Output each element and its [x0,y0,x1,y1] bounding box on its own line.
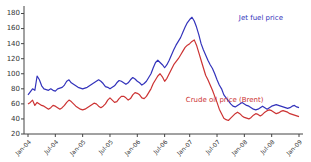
x-axis [24,134,303,135]
y-tick [21,134,24,135]
y-tick-label: 60 [11,100,20,108]
x-tick-label: Jul-08 [258,138,277,157]
y-tick-label: 80 [11,85,20,93]
x-tick-label: Jul-07 [203,138,222,157]
x-tick-label: Jan-08 [229,138,249,158]
line-series [28,17,299,110]
plot-area [28,17,299,120]
y-tick-label: 120 [7,55,20,63]
y-tick-label: 140 [7,40,20,48]
x-tick [109,134,110,137]
series-label: Crude oil price (Brent) [186,96,264,104]
x-tick-label: Jul-04 [42,138,61,157]
y-tick-label: 20 [11,130,20,138]
x-tick [244,134,245,137]
x-tick-label: Jan-05 [68,138,88,158]
y-tick-label: 180 [7,9,20,17]
y-tick [21,58,24,59]
x-tick [28,134,29,137]
x-tick [137,134,138,137]
x-tick-label: Jan-09 [284,138,304,158]
y-tick [21,118,24,119]
x-tick [299,134,300,137]
x-tick [55,134,56,137]
x-tick-label: Jan-06 [122,138,142,158]
x-tick-label: Jul-05 [96,138,115,157]
x-tick-label: Jan-04 [13,138,33,158]
y-tick-label: 160 [7,24,20,32]
x-tick-label: Jul-06 [151,138,170,157]
line-series [28,40,299,121]
y-tick [21,28,24,29]
series-label: Jet fuel price [238,14,283,22]
y-axis [24,6,25,134]
x-tick-label: Jan-07 [175,138,195,158]
x-tick [271,134,272,137]
y-tick-label: 40 [11,115,20,123]
x-tick [217,134,218,137]
y-tick [21,88,24,89]
x-tick [189,134,190,137]
y-tick [21,43,24,44]
chart: 20 40 60 80 100 120 140 160 180 Jan-04 Jul-04 Jan-0… [0,0,311,162]
y-tick [21,103,24,104]
y-tick-label: 100 [7,70,20,78]
x-tick [164,134,165,137]
x-tick [82,134,83,137]
y-tick [21,13,24,14]
y-tick [21,73,24,74]
